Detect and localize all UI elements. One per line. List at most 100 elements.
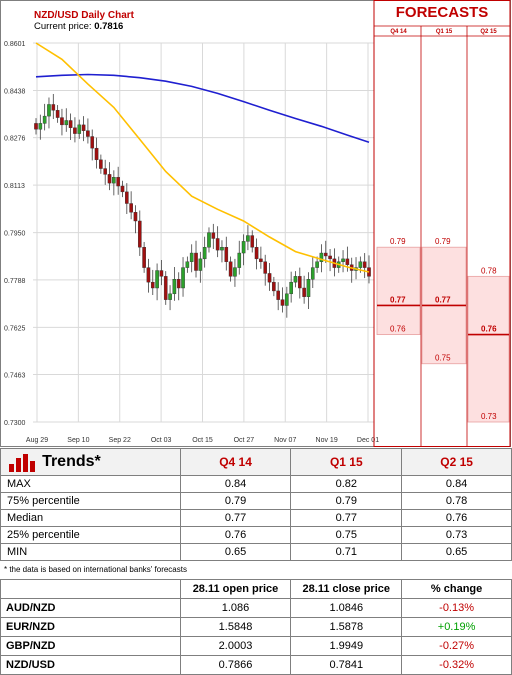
trends-asterisk: * <box>94 453 101 470</box>
x-tick-label: Dec 01 <box>357 437 379 444</box>
candle-body <box>60 117 64 126</box>
cell: 0.79 <box>179 492 292 510</box>
candle-body <box>99 159 103 169</box>
x-tick-label: Aug 29 <box>26 437 48 444</box>
forecast-value-label: 0.78 <box>481 266 497 275</box>
candle-body <box>150 281 155 289</box>
candle-body <box>142 247 146 268</box>
y-tick-label: 0.7625 <box>4 325 26 332</box>
cell: 0.65 <box>179 543 292 561</box>
open-price: 1.5848 <box>179 617 292 637</box>
candle-body <box>228 261 233 277</box>
candle-body <box>137 220 142 248</box>
row-label: Median <box>0 509 181 527</box>
candle-body <box>34 123 38 130</box>
row-label: MAX <box>0 475 181 493</box>
open-price: 0.7866 <box>179 655 292 675</box>
candle-body <box>181 267 185 289</box>
trends-row-min: MIN 0.65 0.71 0.65 <box>0 543 512 561</box>
candle-body <box>129 203 133 213</box>
candle-body <box>133 212 138 222</box>
current-price-label: Current price: <box>34 21 92 32</box>
cell: 0.82 <box>290 475 403 493</box>
forecast-value-label: 0.79 <box>435 237 451 246</box>
candle-body <box>211 232 216 239</box>
forecast-column-header: Q4 14 <box>390 29 407 35</box>
cell: 0.77 <box>179 509 292 527</box>
trends-row-max: MAX 0.84 0.82 0.84 <box>0 475 512 493</box>
x-tick-label: Sep 22 <box>109 437 131 444</box>
candle-body <box>237 252 242 268</box>
candle-body <box>298 276 302 289</box>
fx-table: 28.11 open price 28.11 close price % cha… <box>0 579 512 675</box>
candle-body <box>220 247 224 251</box>
candle-body <box>280 299 285 306</box>
fx-col-close: 28.11 close price <box>290 579 403 599</box>
pair-label: NZD/USD <box>0 655 181 675</box>
candle-body <box>207 232 211 248</box>
candle-body <box>254 247 259 260</box>
trends-header-row: Trends* Q4 14 Q1 15 Q2 15 <box>0 448 512 476</box>
cell: 0.78 <box>401 492 512 510</box>
trends-label: Trends <box>42 453 95 470</box>
current-price-value: 0.7816 <box>94 21 124 32</box>
chart-border <box>0 0 511 447</box>
candle-body <box>323 252 328 257</box>
candle-body <box>94 147 99 161</box>
forecast-column-header: Q2 15 <box>480 29 497 35</box>
candle-body <box>64 120 69 126</box>
close-price: 1.0846 <box>290 598 403 618</box>
cell: 0.79 <box>290 492 403 510</box>
candle-body <box>272 281 276 292</box>
fx-header-empty <box>0 579 181 599</box>
x-tick-label: Oct 03 <box>151 437 172 444</box>
candle-body <box>73 127 77 134</box>
candle-body <box>315 261 319 268</box>
bar-chart-icon <box>9 454 35 472</box>
close-price: 1.5878 <box>290 617 403 637</box>
candle-body <box>345 258 350 265</box>
candle-body <box>163 276 168 300</box>
close-price: 0.7841 <box>290 655 403 675</box>
candle-body <box>125 191 129 204</box>
candle-body <box>86 130 90 137</box>
candle-body <box>81 124 86 131</box>
x-tick-label: Nov 07 <box>274 437 296 444</box>
trends-col-q2-15: Q2 15 <box>401 448 512 476</box>
y-tick-label: 0.7463 <box>4 373 26 380</box>
cell: 0.65 <box>401 543 512 561</box>
price-chart: 0.8601 0.8438 0.8276 0.8113 0.7950 0.7788 0.76… <box>0 0 511 447</box>
candle-body <box>155 270 159 289</box>
candle-body <box>120 185 125 193</box>
candle-body <box>341 258 345 262</box>
candle-body <box>185 261 190 268</box>
forecast-range-box <box>376 246 421 336</box>
cell: 0.84 <box>401 475 512 493</box>
candle-body <box>233 267 237 277</box>
candle-body <box>55 110 60 118</box>
candle-body <box>362 261 367 268</box>
fx-row-nzd-usd: NZD/USD 0.7866 0.7841 -0.32% <box>0 655 512 675</box>
candle-body <box>263 261 268 274</box>
cell: 0.73 <box>401 526 512 544</box>
y-tick-label: 0.8601 <box>4 41 26 48</box>
chart-title: NZD/USD Daily Chart <box>34 10 135 21</box>
candle-body <box>310 267 315 280</box>
candle-body <box>276 290 280 300</box>
ma-slow-line <box>35 73 370 144</box>
pair-label: AUD/NZD <box>0 598 181 618</box>
candle-body <box>112 177 116 184</box>
candle-body <box>172 279 177 295</box>
y-tick-label: 0.8438 <box>4 88 26 95</box>
forecast-range-box <box>467 275 510 423</box>
candle-body <box>241 241 246 254</box>
fx-col-change: % change <box>401 579 512 599</box>
candle-body <box>103 168 107 175</box>
open-price: 1.086 <box>179 598 292 618</box>
y-tick-label: 0.8276 <box>4 136 26 143</box>
trends-footnote: * the data is based on international ban… <box>4 565 187 574</box>
current-price: Current price: 0.7816 <box>34 21 123 32</box>
cell: 0.75 <box>290 526 403 544</box>
close-price: 1.9949 <box>290 636 403 656</box>
candle-body <box>90 136 95 149</box>
